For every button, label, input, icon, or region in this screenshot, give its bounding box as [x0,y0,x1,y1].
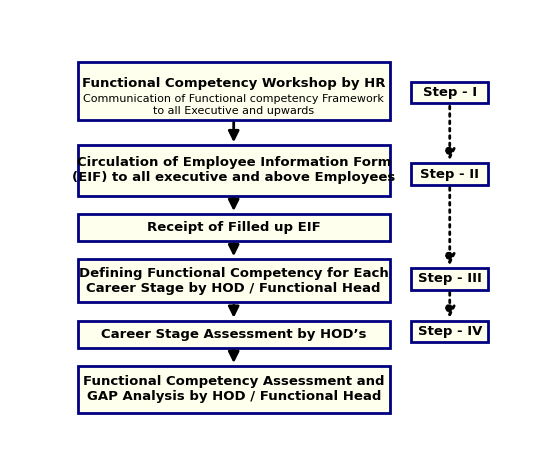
Text: Functional Competency Workshop by HR: Functional Competency Workshop by HR [82,78,385,90]
FancyBboxPatch shape [77,214,390,241]
FancyBboxPatch shape [77,321,390,348]
Text: Career Stage Assessment by HOD’s: Career Stage Assessment by HOD’s [101,328,367,341]
Text: Receipt of Filled up EIF: Receipt of Filled up EIF [147,221,321,234]
FancyBboxPatch shape [411,321,489,342]
FancyBboxPatch shape [411,268,489,290]
Text: Communication of Functional competency Framework
to all Executive and upwards: Communication of Functional competency F… [83,94,384,116]
FancyBboxPatch shape [411,82,489,103]
Text: Step - IV: Step - IV [417,325,482,338]
FancyBboxPatch shape [77,145,390,196]
Text: Circulation of Employee Information Form
(EIF) to all executive and above Employ: Circulation of Employee Information Form… [72,157,395,184]
Text: Step - I: Step - I [423,86,477,99]
Text: Defining Functional Competency for Each
Career Stage by HOD / Functional Head: Defining Functional Competency for Each … [79,267,389,295]
FancyBboxPatch shape [77,366,390,413]
FancyBboxPatch shape [77,259,390,303]
FancyBboxPatch shape [77,62,390,120]
FancyBboxPatch shape [411,163,489,185]
Text: Step - II: Step - II [420,167,479,180]
Text: Functional Competency Assessment and
GAP Analysis by HOD / Functional Head: Functional Competency Assessment and GAP… [83,376,384,403]
Text: Step - III: Step - III [418,273,482,285]
